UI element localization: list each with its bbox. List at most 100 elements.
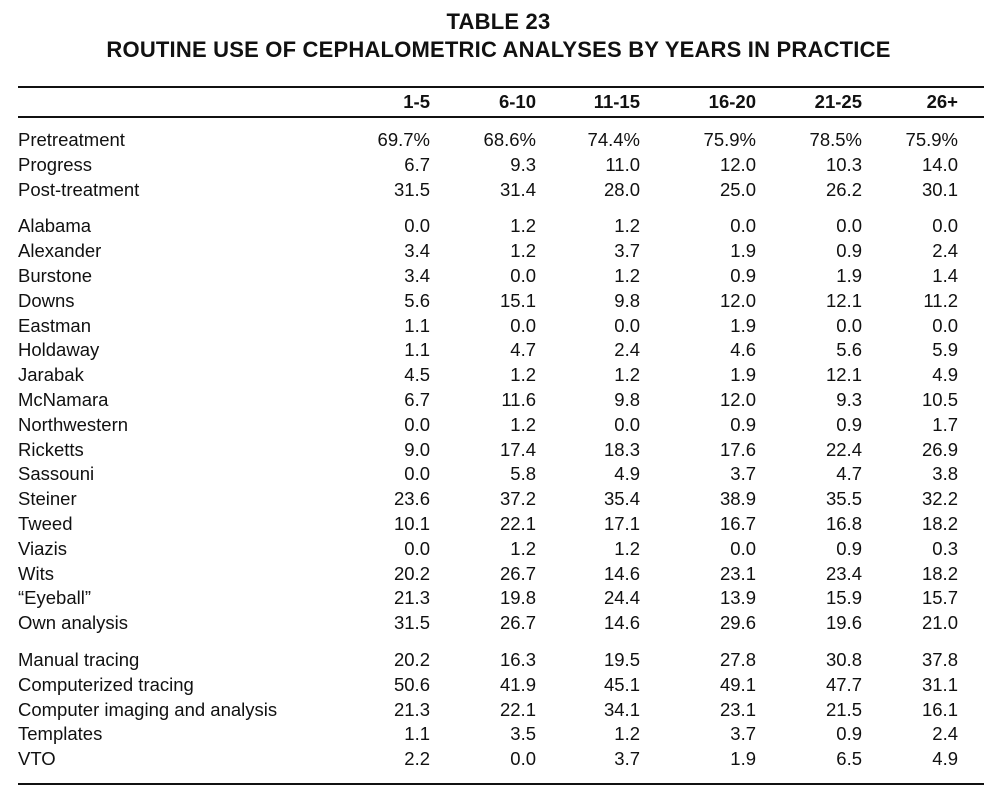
table-cell: 3.7	[730, 463, 756, 485]
table-cell: 0.9	[730, 264, 756, 286]
table-cell: 11.6	[501, 388, 536, 410]
row-label: Steiner	[18, 488, 77, 510]
table-cell: 6.7	[404, 153, 430, 175]
table-cell: 10.3	[825, 153, 862, 175]
table-cell: 35.5	[825, 488, 862, 510]
table-cell: 12.1	[825, 364, 862, 386]
table-cell: 15.7	[921, 587, 958, 609]
table-cell: 5.8	[510, 463, 536, 485]
table-cell: 35.4	[603, 488, 640, 510]
table-row: Steiner 23.6 37.2 35.4 38.9 35.5 32.2	[18, 487, 984, 512]
table-cell: 1.9	[836, 264, 862, 286]
table-body: Pretreatment 69.7% 68.6% 74.4% 75.9% 78.5% 75.…	[18, 116, 984, 772]
table-cell: 9.3	[836, 388, 862, 410]
table-cell: 31.5	[393, 178, 430, 200]
table-cell: 12.1	[825, 289, 862, 311]
table-cell: 21.3	[393, 587, 430, 609]
row-label: Post-treatment	[18, 178, 140, 200]
row-label: Alexander	[18, 240, 102, 262]
row-label: Jarabak	[18, 364, 84, 386]
table-cell: 4.7	[836, 463, 862, 485]
table-cell: 1.2	[510, 215, 536, 237]
column-header: 11-15	[593, 91, 640, 112]
table-cell: 6.5	[836, 748, 862, 770]
table-row: Progress 6.7 9.3 11.0 12.0 10.3 14.0	[18, 153, 984, 178]
table-cell: 74.4%	[587, 129, 640, 150]
table-cell: 49.1	[719, 673, 756, 695]
table-cell: 23.6	[393, 488, 430, 510]
table-row: Northwestern 0.0 1.2 0.0 0.9 0.9 1.7	[18, 413, 984, 438]
table-cell: 22.1	[499, 698, 536, 720]
table-cell: 5.9	[932, 339, 958, 361]
table-row: Post-treatment 31.5 31.4 28.0 25.0 26.2 30.1	[18, 178, 984, 203]
table-cell: 4.5	[404, 364, 430, 386]
table-cell: 26.2	[825, 178, 862, 200]
table-cell: 9.0	[404, 438, 430, 460]
table-cell: 12.0	[719, 153, 756, 175]
table-cell: 37.8	[921, 648, 958, 670]
table-cell: 0.9	[836, 537, 862, 559]
table-cell: 18.3	[603, 438, 640, 460]
table-cell: 3.4	[404, 240, 430, 262]
table-cell: 16.8	[825, 512, 862, 534]
column-header: 21-25	[814, 91, 862, 112]
column-header: 1-5	[403, 91, 430, 112]
table-cell: 26.7	[499, 612, 536, 634]
table-cell: 25.0	[719, 178, 756, 200]
table-cell: 1.9	[730, 314, 756, 336]
table-cell: 0.0	[730, 215, 756, 237]
table-cell: 30.1	[921, 178, 958, 200]
table-cell: 5.6	[404, 289, 430, 311]
table-cell: 16.7	[719, 512, 756, 534]
table-cell: 0.0	[510, 314, 536, 336]
table-cell: 9.8	[614, 289, 640, 311]
table-cell: 0.0	[730, 537, 756, 559]
row-label: Tweed	[18, 512, 73, 534]
table-cell: 31.4	[499, 178, 536, 200]
table-row: Tweed 10.1 22.1 17.1 16.7 16.8 18.2	[18, 512, 984, 537]
table-row: Burstone 3.4 0.0 1.2 0.9 1.9 1.4	[18, 264, 984, 289]
row-label: Computer imaging and analysis	[18, 698, 278, 720]
table-cell: 0.0	[510, 748, 536, 770]
table-cell: 26.9	[921, 438, 958, 460]
table-cell: 78.5%	[809, 129, 862, 150]
table-cell: 0.0	[836, 215, 862, 237]
bottom-rule	[18, 783, 984, 785]
table-cell: 10.5	[921, 388, 958, 410]
table-cell: 1.1	[404, 339, 430, 361]
table-cell: 27.8	[719, 648, 756, 670]
table-cell: 1.9	[730, 748, 756, 770]
row-label: Progress	[18, 153, 93, 175]
row-label: Own analysis	[18, 612, 129, 634]
table-cell: 1.7	[932, 413, 958, 435]
table-cell: 17.1	[603, 512, 640, 534]
table-row: Own analysis 31.5 26.7 14.6 29.6 19.6 21.0	[18, 611, 984, 636]
table-cell: 68.6%	[483, 129, 536, 150]
table-cell: 45.1	[603, 673, 640, 695]
table-row: Computerized tracing 50.6 41.9 45.1 49.1 47.7…	[18, 673, 984, 698]
table-cell: 20.2	[393, 562, 430, 584]
table-row: Sassouni 0.0 5.8 4.9 3.7 4.7 3.8	[18, 462, 984, 487]
row-label: Templates	[18, 723, 103, 745]
table-cell: 3.7	[614, 748, 640, 770]
row-label: Downs	[18, 289, 75, 311]
table-cell: 31.1	[921, 673, 958, 695]
table-cell: 0.3	[932, 537, 958, 559]
row-label: Eastman	[18, 314, 92, 336]
table-title-block: TABLE 23 ROUTINE USE OF CEPHALOMETRIC AN…	[0, 8, 997, 64]
table-number: TABLE 23	[446, 9, 551, 34]
table-row: Viazis 0.0 1.2 1.2 0.0 0.9 0.3	[18, 537, 984, 562]
header-row: 1-5 6-10 11-15 16-20 21-25 26+	[18, 88, 984, 116]
table-cell: 1.1	[404, 314, 430, 336]
group-spacer	[18, 636, 984, 648]
table-cell: 1.9	[730, 364, 756, 386]
row-label-header	[18, 88, 358, 116]
table-cell: 0.0	[404, 215, 430, 237]
row-label: Wits	[18, 562, 54, 584]
table-cell: 3.7	[614, 240, 640, 262]
group-spacer-cell	[18, 202, 984, 214]
table-cell: 0.9	[836, 413, 862, 435]
table-cell: 30.8	[825, 648, 862, 670]
table-cell: 21.3	[393, 698, 430, 720]
table-cell: 69.7%	[377, 129, 430, 150]
